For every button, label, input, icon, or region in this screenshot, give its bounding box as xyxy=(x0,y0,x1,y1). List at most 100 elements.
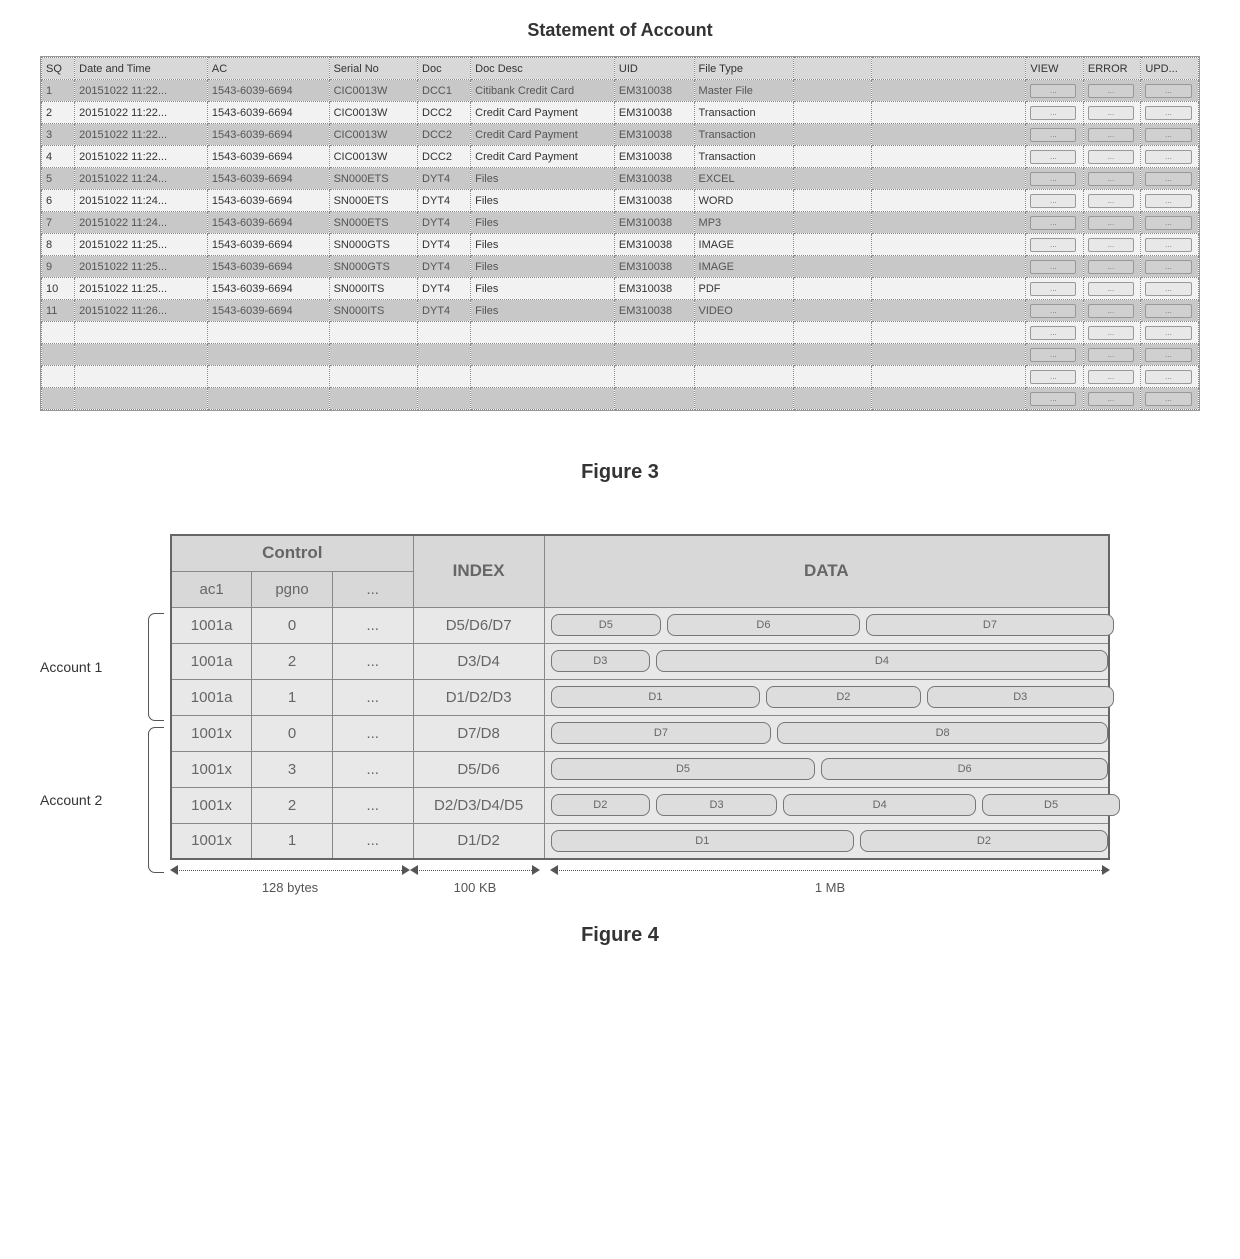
action-button[interactable]: ... xyxy=(1145,238,1191,252)
action-button[interactable]: ... xyxy=(1030,348,1076,362)
action-button[interactable]: ... xyxy=(1030,106,1076,120)
col-header: Doc xyxy=(418,58,471,80)
action-cell: ... xyxy=(1141,212,1199,234)
cell xyxy=(329,388,417,410)
action-cell: ... xyxy=(1026,388,1084,410)
action-cell: ... xyxy=(1026,344,1084,366)
action-button[interactable]: ... xyxy=(1145,304,1191,318)
action-button[interactable]: ... xyxy=(1145,282,1191,296)
size-segment: 1 MB xyxy=(550,862,1110,884)
action-button[interactable]: ... xyxy=(1088,84,1134,98)
cell: 3 xyxy=(42,124,75,146)
action-button[interactable]: ... xyxy=(1145,326,1191,340)
action-button[interactable]: ... xyxy=(1088,128,1134,142)
data-bar: D4 xyxy=(783,794,976,816)
action-cell: ... xyxy=(1141,234,1199,256)
soa-table: SQDate and TimeACSerial NoDocDoc DescUID… xyxy=(41,57,1199,410)
action-button[interactable]: ... xyxy=(1030,150,1076,164)
action-button[interactable]: ... xyxy=(1030,392,1076,406)
action-button[interactable]: ... xyxy=(1030,194,1076,208)
col-header: UPD... xyxy=(1141,58,1199,80)
action-cell: ... xyxy=(1026,322,1084,344)
data-cell: D7D8 xyxy=(544,715,1109,751)
action-button[interactable]: ... xyxy=(1145,348,1191,362)
cell xyxy=(794,190,871,212)
action-button[interactable]: ... xyxy=(1030,238,1076,252)
soa-table-container: SQDate and TimeACSerial NoDocDoc DescUID… xyxy=(40,56,1200,411)
action-button[interactable]: ... xyxy=(1088,260,1134,274)
table-row: 620151022 11:24...1543-6039-6694SN000ETS… xyxy=(42,190,1199,212)
action-button[interactable]: ... xyxy=(1088,348,1134,362)
cell: 20151022 11:22... xyxy=(75,102,208,124)
col-header: File Type xyxy=(694,58,794,80)
action-cell: ... xyxy=(1083,322,1141,344)
cell: EM310038 xyxy=(614,124,694,146)
action-button[interactable]: ... xyxy=(1145,392,1191,406)
bracket-line xyxy=(148,613,164,721)
action-button[interactable]: ... xyxy=(1145,106,1191,120)
size-segment: 100 KB xyxy=(410,862,540,884)
dots-cell: ... xyxy=(332,679,413,715)
cell: EM310038 xyxy=(614,300,694,322)
action-button[interactable]: ... xyxy=(1145,84,1191,98)
action-cell: ... xyxy=(1026,124,1084,146)
action-button[interactable]: ... xyxy=(1088,304,1134,318)
cell: 8 xyxy=(42,234,75,256)
action-button[interactable]: ... xyxy=(1030,84,1076,98)
cell xyxy=(794,278,871,300)
action-button[interactable]: ... xyxy=(1088,194,1134,208)
data-row: 1001x1...D1/D2D1D2 xyxy=(171,823,1109,859)
action-button[interactable]: ... xyxy=(1145,172,1191,186)
cell: Transaction xyxy=(694,146,794,168)
action-button[interactable]: ... xyxy=(1030,172,1076,186)
data-bar: D2 xyxy=(860,830,1108,852)
cell: DYT4 xyxy=(418,190,471,212)
cell: MP3 xyxy=(694,212,794,234)
action-button[interactable]: ... xyxy=(1145,150,1191,164)
cell xyxy=(42,344,75,366)
action-button[interactable]: ... xyxy=(1145,194,1191,208)
cell: VIDEO xyxy=(694,300,794,322)
cell: 9 xyxy=(42,256,75,278)
action-button[interactable]: ... xyxy=(1145,216,1191,230)
cell xyxy=(329,322,417,344)
action-cell: ... xyxy=(1083,388,1141,410)
cell xyxy=(694,366,794,388)
cell xyxy=(871,102,1026,124)
table-row: 1120151022 11:26...1543-6039-6694SN000IT… xyxy=(42,300,1199,322)
action-button[interactable]: ... xyxy=(1088,238,1134,252)
action-button[interactable]: ... xyxy=(1030,370,1076,384)
action-button[interactable]: ... xyxy=(1088,172,1134,186)
table-row-blank: ......... xyxy=(42,344,1199,366)
action-button[interactable]: ... xyxy=(1145,370,1191,384)
action-button[interactable]: ... xyxy=(1088,392,1134,406)
action-button[interactable]: ... xyxy=(1088,216,1134,230)
account-bracket: Account 1 xyxy=(40,610,168,724)
action-button[interactable]: ... xyxy=(1145,260,1191,274)
cell xyxy=(871,146,1026,168)
action-button[interactable]: ... xyxy=(1030,128,1076,142)
action-button[interactable]: ... xyxy=(1030,304,1076,318)
soa-title: Statement of Account xyxy=(40,20,1200,41)
dots-cell: ... xyxy=(332,715,413,751)
action-button[interactable]: ... xyxy=(1088,326,1134,340)
cell: 20151022 11:25... xyxy=(75,278,208,300)
action-button[interactable]: ... xyxy=(1088,282,1134,296)
action-button[interactable]: ... xyxy=(1088,106,1134,120)
data-cell: D3D4 xyxy=(544,643,1109,679)
action-button[interactable]: ... xyxy=(1088,370,1134,384)
action-button[interactable]: ... xyxy=(1030,216,1076,230)
cell xyxy=(871,256,1026,278)
pgno-cell: 3 xyxy=(252,751,333,787)
action-button[interactable]: ... xyxy=(1030,326,1076,340)
cell xyxy=(794,212,871,234)
pgno-cell: 2 xyxy=(252,643,333,679)
action-button[interactable]: ... xyxy=(1088,150,1134,164)
action-button[interactable]: ... xyxy=(1145,128,1191,142)
action-button[interactable]: ... xyxy=(1030,282,1076,296)
action-cell: ... xyxy=(1026,146,1084,168)
action-button[interactable]: ... xyxy=(1030,260,1076,274)
cell xyxy=(871,212,1026,234)
cell xyxy=(871,278,1026,300)
control-header: Control xyxy=(171,535,413,571)
